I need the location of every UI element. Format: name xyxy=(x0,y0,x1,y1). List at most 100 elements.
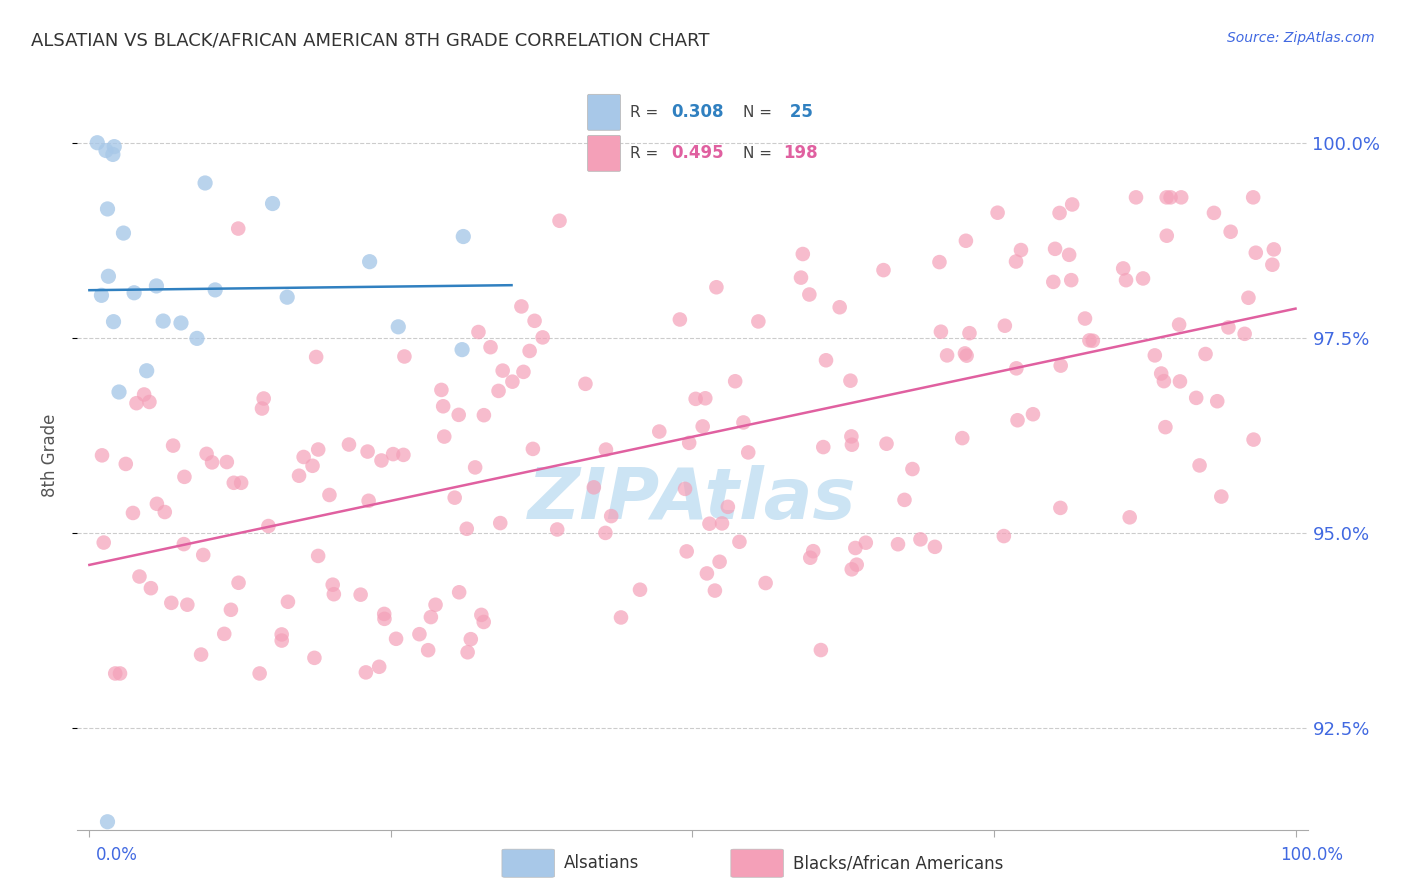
Point xyxy=(1049,500,1071,515)
Point xyxy=(1007,413,1029,427)
Point xyxy=(103,139,125,153)
Point xyxy=(928,255,950,269)
Point xyxy=(876,436,898,450)
FancyBboxPatch shape xyxy=(588,95,620,130)
Point xyxy=(97,269,120,284)
Point xyxy=(382,447,405,461)
Point xyxy=(1168,375,1191,389)
Point xyxy=(108,666,131,681)
Point xyxy=(1132,271,1154,285)
Point xyxy=(1118,510,1140,524)
Point xyxy=(841,438,863,452)
Point xyxy=(122,285,145,300)
Text: ZIPAtlas: ZIPAtlas xyxy=(529,466,856,534)
Point xyxy=(801,544,824,558)
Point xyxy=(138,395,160,409)
Point xyxy=(301,458,323,473)
Point xyxy=(711,516,734,531)
Point xyxy=(276,290,298,304)
Point xyxy=(128,569,150,583)
Point xyxy=(699,516,721,531)
Point xyxy=(510,300,533,314)
Point xyxy=(470,607,492,622)
Point xyxy=(288,468,311,483)
Point xyxy=(408,627,430,641)
Point xyxy=(841,429,863,443)
Point xyxy=(90,288,112,302)
Point xyxy=(249,666,271,681)
Point xyxy=(703,583,725,598)
Point xyxy=(253,392,276,406)
Point xyxy=(1143,348,1166,362)
Point xyxy=(467,325,489,339)
Point xyxy=(839,374,862,388)
Point xyxy=(1081,334,1104,348)
Point xyxy=(456,522,478,536)
Text: 100.0%: 100.0% xyxy=(1279,846,1343,863)
Point xyxy=(425,598,447,612)
Point xyxy=(222,475,245,490)
Point xyxy=(430,383,453,397)
Point xyxy=(152,314,174,328)
Point xyxy=(1049,206,1071,220)
Point xyxy=(1150,367,1173,381)
Point xyxy=(696,566,718,581)
Point xyxy=(600,509,623,524)
Point xyxy=(190,648,212,662)
Point xyxy=(93,535,115,549)
Point xyxy=(457,645,479,659)
Point xyxy=(114,457,136,471)
Point xyxy=(678,435,700,450)
Point xyxy=(1185,391,1208,405)
Point xyxy=(1218,320,1240,334)
Point xyxy=(173,470,195,484)
Text: 25: 25 xyxy=(783,103,813,121)
Point xyxy=(1074,311,1097,326)
Text: N =: N = xyxy=(742,146,776,161)
Point xyxy=(755,576,778,591)
Point xyxy=(139,581,162,595)
Point xyxy=(270,633,292,648)
Point xyxy=(531,330,554,344)
Point xyxy=(257,519,280,533)
Text: 0.0%: 0.0% xyxy=(96,846,138,863)
Point xyxy=(709,555,731,569)
Point xyxy=(1057,248,1080,262)
Point xyxy=(924,540,946,554)
Point xyxy=(546,523,568,537)
Point xyxy=(610,610,633,624)
Point xyxy=(1219,225,1241,239)
Point xyxy=(1160,190,1182,204)
Point xyxy=(322,587,344,601)
Point xyxy=(262,196,284,211)
Point xyxy=(1043,242,1066,256)
Point xyxy=(810,643,832,657)
Point xyxy=(1042,275,1064,289)
Point xyxy=(1010,243,1032,257)
Point xyxy=(1263,243,1285,257)
Point xyxy=(86,136,108,150)
Point xyxy=(994,318,1017,333)
Point xyxy=(447,408,470,422)
Point xyxy=(628,582,651,597)
FancyBboxPatch shape xyxy=(731,849,783,878)
Point xyxy=(125,396,148,410)
Point xyxy=(307,549,329,563)
Point xyxy=(733,416,755,430)
Point xyxy=(354,665,377,680)
Point xyxy=(1261,258,1284,272)
Point xyxy=(307,442,329,457)
Point xyxy=(1237,291,1260,305)
Point xyxy=(910,533,932,547)
Point xyxy=(270,627,292,641)
Point xyxy=(828,300,851,314)
Point xyxy=(96,814,118,829)
Point xyxy=(160,596,183,610)
Point xyxy=(460,632,482,647)
Point xyxy=(472,408,495,422)
Point xyxy=(104,666,127,681)
Point xyxy=(595,442,617,457)
Point xyxy=(91,448,114,462)
Point xyxy=(936,348,959,362)
Text: Alsatians: Alsatians xyxy=(564,855,640,872)
